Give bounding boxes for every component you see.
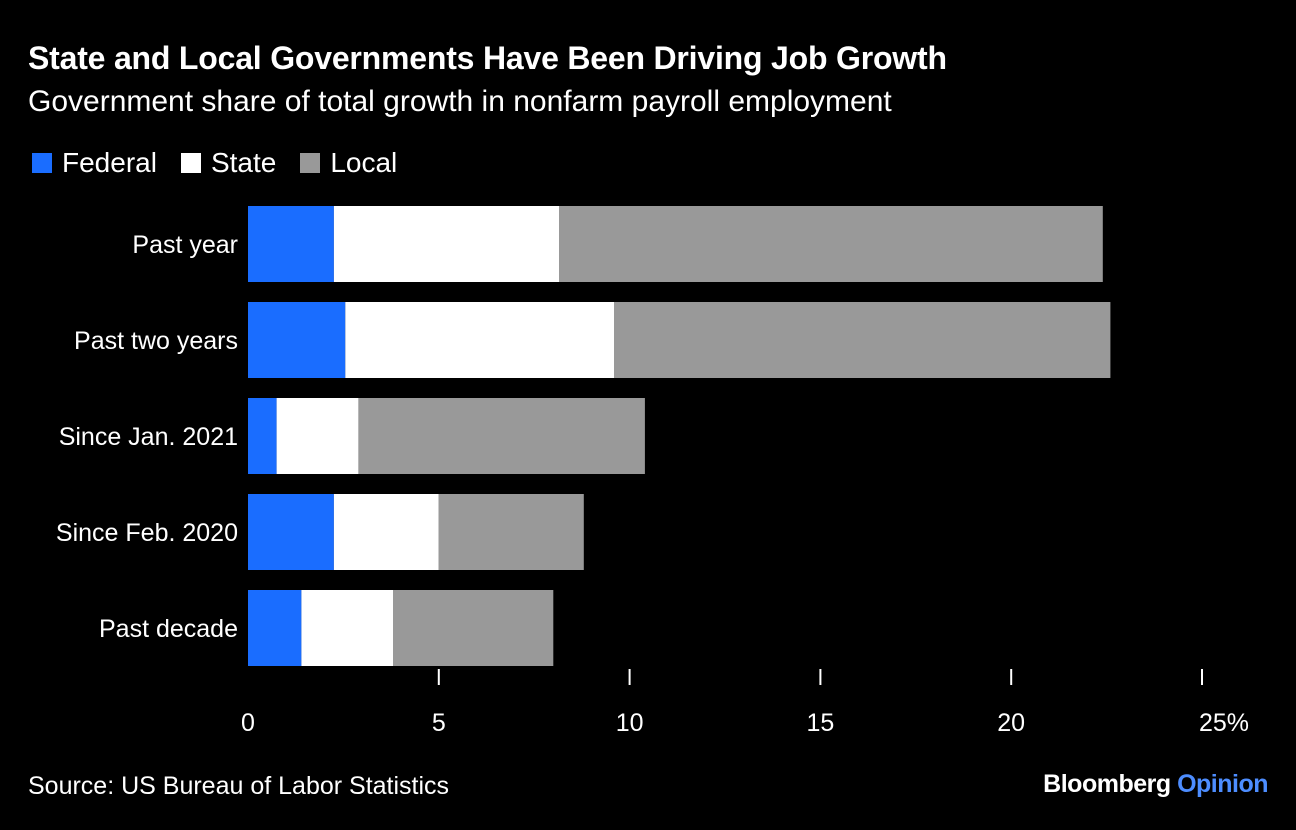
brand-logo: Bloomberg Opinion bbox=[1043, 770, 1268, 799]
x-tick-label: 20 bbox=[997, 709, 1025, 737]
bar-local-since-feb-2020 bbox=[438, 494, 584, 570]
x-tick-label: 5 bbox=[432, 709, 446, 737]
bar-state-past-year bbox=[333, 206, 559, 282]
bar-federal-past-two-years bbox=[248, 302, 346, 378]
category-label: Past year bbox=[132, 231, 238, 259]
chart-subtitle: Government share of total growth in nonf… bbox=[28, 85, 892, 118]
x-tick-label: 25% bbox=[1199, 709, 1249, 737]
x-tick-label: 0 bbox=[241, 709, 255, 737]
bar-federal-past-decade bbox=[248, 590, 302, 666]
legend-item-federal: Federal bbox=[32, 147, 157, 179]
category-label: Since Feb. 2020 bbox=[56, 519, 238, 547]
bar-local-past-two-years bbox=[614, 302, 1111, 378]
legend-item-local: Local bbox=[300, 147, 397, 179]
legend: Federal State Local bbox=[32, 147, 421, 179]
bar-local-past-year bbox=[559, 206, 1103, 282]
bar-state-past-decade bbox=[301, 590, 393, 666]
category-label: Past two years bbox=[74, 327, 238, 355]
category-label: Past decade bbox=[99, 615, 238, 643]
x-tick-label: 15 bbox=[806, 709, 834, 737]
bar-federal-past-year bbox=[248, 206, 334, 282]
bar-state-past-two-years bbox=[345, 302, 615, 378]
bar-state-since-jan-2021 bbox=[276, 398, 359, 474]
legend-item-state: State bbox=[180, 147, 277, 179]
source-note: Source: US Bureau of Labor Statistics bbox=[28, 772, 450, 800]
legend-swatch-local bbox=[300, 153, 321, 173]
bar-state-since-feb-2020 bbox=[333, 494, 439, 570]
chart-title: State and Local Governments Have Been Dr… bbox=[28, 40, 947, 76]
brand-accent: Opinion bbox=[1177, 770, 1268, 798]
x-tick-label: 10 bbox=[616, 709, 644, 737]
category-label: Since Jan. 2021 bbox=[59, 423, 238, 451]
bar-federal-since-jan-2021 bbox=[248, 398, 277, 474]
legend-label-state: State bbox=[210, 147, 277, 178]
brand-main: Bloomberg bbox=[1043, 770, 1171, 798]
bar-local-past-decade bbox=[393, 590, 554, 666]
legend-swatch-state bbox=[180, 153, 201, 173]
bar-federal-since-feb-2020 bbox=[248, 494, 334, 570]
legend-swatch-federal bbox=[32, 153, 52, 173]
legend-label-federal: Federal bbox=[62, 147, 157, 178]
bar-local-since-jan-2021 bbox=[358, 398, 645, 474]
legend-label-local: Local bbox=[330, 147, 398, 178]
